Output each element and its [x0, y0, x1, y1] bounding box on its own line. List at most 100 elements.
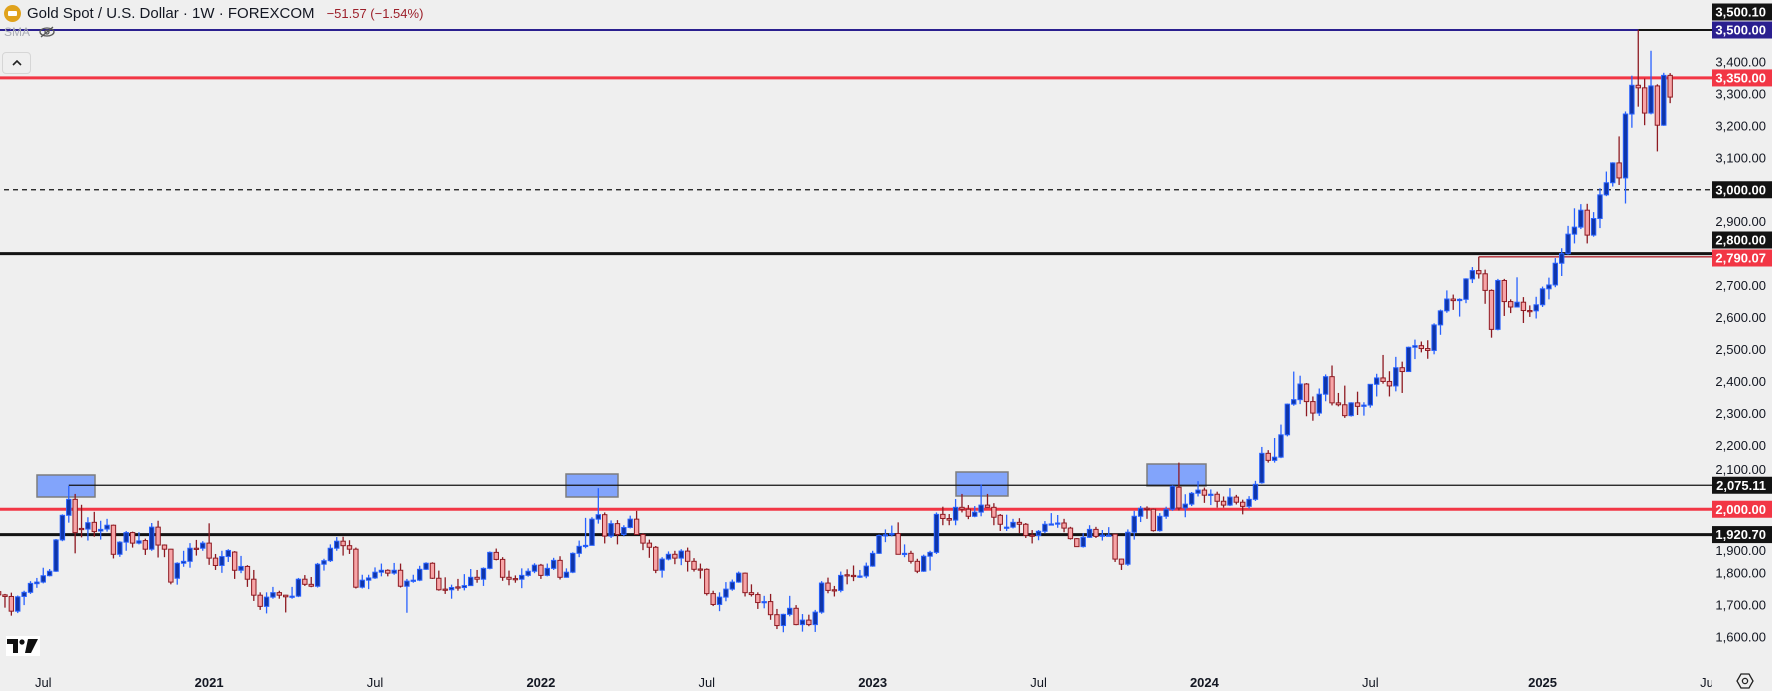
candle[interactable]	[1329, 365, 1335, 406]
candle[interactable]	[1291, 371, 1297, 406]
candle[interactable]	[633, 510, 640, 535]
candle[interactable]	[1118, 558, 1125, 570]
candle[interactable]	[1233, 494, 1240, 505]
candle[interactable]	[8, 592, 15, 616]
candle[interactable]	[684, 547, 691, 572]
candle[interactable]	[997, 514, 1003, 531]
candle[interactable]	[1112, 533, 1118, 562]
candle[interactable]	[1176, 462, 1182, 511]
candle[interactable]	[212, 553, 219, 570]
candle[interactable]	[576, 540, 582, 558]
candle[interactable]	[1297, 375, 1303, 405]
candle[interactable]	[123, 530, 129, 551]
candle[interactable]	[219, 550, 225, 573]
candle[interactable]	[889, 525, 895, 537]
candle[interactable]	[1131, 510, 1137, 540]
settings-icon[interactable]	[1736, 672, 1754, 690]
candle[interactable]	[110, 524, 117, 559]
candle[interactable]	[1380, 354, 1386, 384]
candle[interactable]	[244, 565, 251, 587]
candle[interactable]	[1629, 75, 1635, 128]
candle[interactable]	[1456, 298, 1463, 317]
candle[interactable]	[1463, 278, 1469, 304]
candle[interactable]	[933, 512, 940, 554]
candle[interactable]	[423, 562, 429, 570]
candle[interactable]	[691, 558, 697, 572]
candle[interactable]	[1354, 391, 1361, 415]
candle[interactable]	[672, 550, 678, 565]
candle[interactable]	[1412, 339, 1418, 360]
candle[interactable]	[410, 574, 417, 583]
candle[interactable]	[978, 484, 984, 517]
candle[interactable]	[53, 538, 59, 572]
candle[interactable]	[1405, 346, 1412, 373]
candle[interactable]	[404, 578, 410, 613]
candle[interactable]	[748, 584, 755, 597]
indicator-row[interactable]: SMA	[4, 25, 56, 39]
candle[interactable]	[1220, 496, 1227, 508]
candle[interactable]	[1661, 72, 1667, 126]
candle[interactable]	[1622, 111, 1629, 204]
candle[interactable]	[582, 517, 589, 549]
candle[interactable]	[1252, 480, 1259, 501]
candle[interactable]	[940, 506, 946, 526]
candle[interactable]	[589, 517, 595, 546]
candle[interactable]	[653, 545, 659, 574]
candle[interactable]	[793, 605, 799, 626]
candle[interactable]	[1584, 203, 1590, 244]
candle[interactable]	[1029, 530, 1035, 544]
candle[interactable]	[34, 577, 40, 588]
candle[interactable]	[1310, 396, 1316, 421]
candle[interactable]	[1469, 267, 1476, 284]
candle[interactable]	[1565, 225, 1571, 255]
candle[interactable]	[1303, 383, 1310, 417]
candle[interactable]	[557, 556, 563, 580]
indicator-label[interactable]: SMA	[4, 25, 31, 39]
candle[interactable]	[704, 568, 710, 596]
collapse-legend-button[interactable]	[2, 52, 31, 74]
candle[interactable]	[283, 594, 289, 613]
candle[interactable]	[1048, 513, 1054, 526]
candle[interactable]	[1533, 296, 1539, 319]
candle[interactable]	[1571, 208, 1578, 244]
candle[interactable]	[1476, 256, 1482, 279]
candle[interactable]	[1393, 356, 1399, 392]
candle[interactable]	[665, 551, 672, 561]
candle[interactable]	[1195, 481, 1201, 497]
candle[interactable]	[416, 565, 423, 582]
candle[interactable]	[1342, 385, 1348, 418]
candle[interactable]	[1527, 305, 1533, 317]
candle[interactable]	[391, 562, 397, 575]
candle[interactable]	[1157, 513, 1163, 532]
candle[interactable]	[251, 569, 257, 601]
candle[interactable]	[825, 577, 831, 594]
candle[interactable]	[965, 505, 972, 520]
candle[interactable]	[0, 589, 2, 597]
candle[interactable]	[844, 569, 850, 585]
candle[interactable]	[1539, 286, 1546, 308]
candle[interactable]	[799, 614, 806, 632]
candle[interactable]	[742, 572, 748, 597]
candle[interactable]	[1169, 485, 1176, 511]
candle[interactable]	[570, 552, 576, 574]
candle[interactable]	[1590, 212, 1597, 237]
eye-off-icon[interactable]	[38, 26, 56, 38]
candle[interactable]	[1035, 530, 1042, 541]
candle[interactable]	[1023, 522, 1029, 539]
candle[interactable]	[755, 592, 761, 609]
candle[interactable]	[1648, 50, 1654, 115]
candle[interactable]	[302, 575, 308, 586]
candle[interactable]	[1520, 297, 1527, 323]
candle[interactable]	[1635, 30, 1641, 107]
candle[interactable]	[168, 548, 174, 585]
candle[interactable]	[1546, 277, 1552, 300]
candle[interactable]	[1278, 424, 1284, 459]
candle[interactable]	[972, 506, 978, 518]
candle[interactable]	[91, 511, 97, 537]
candle[interactable]	[1667, 73, 1673, 104]
candle[interactable]	[895, 522, 901, 555]
candle[interactable]	[538, 563, 544, 579]
candle[interactable]	[1201, 487, 1208, 503]
candle[interactable]	[1003, 514, 1010, 531]
